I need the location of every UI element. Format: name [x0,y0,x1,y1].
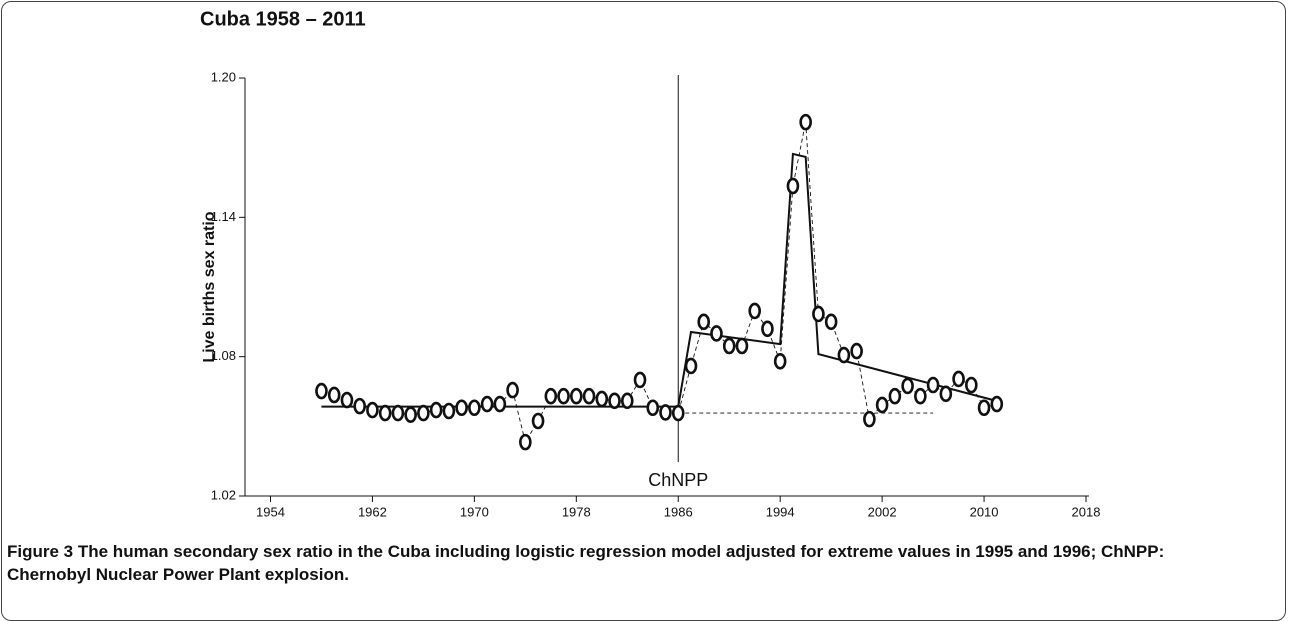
data-point [824,313,838,331]
data-point [990,395,1004,413]
data-point [468,399,481,417]
data-point [506,381,519,399]
y-axis-label: Live births sex ratio [201,211,218,362]
data-point [340,391,354,409]
data-point [761,320,774,338]
data-point [901,377,914,395]
data-point [353,397,366,415]
x-tick-label: 1962 [358,504,387,519]
data-point [595,390,609,408]
data-point [429,401,443,419]
data-point [697,313,711,331]
x-tick-label: 1994 [766,504,795,519]
data-point [646,399,660,417]
data-point [939,385,953,403]
data-point [633,371,647,389]
data-point [722,337,736,355]
y-tick-label: 1.14 [211,209,236,224]
data-point [926,376,940,394]
x-tick-label: 2002 [868,504,897,519]
data-point [493,395,507,413]
data-point [863,410,876,428]
data-point [786,177,800,195]
data-point [544,387,558,405]
data-point [875,396,889,414]
data-point [620,392,634,410]
data-point [366,401,379,419]
data-point [442,402,456,420]
data-point [404,406,417,424]
x-tick-label: 2018 [1072,504,1101,519]
data-point [671,404,685,422]
data-point [315,382,328,400]
y-tick-label: 1.20 [211,69,236,84]
caption-label: Figure 3 [7,542,74,561]
data-point [531,412,545,430]
x-tick-label: 2010 [970,504,999,519]
data-point [570,387,583,405]
data-point [519,433,532,451]
data-point [659,404,672,421]
data-point [455,399,468,417]
data-point [799,113,812,131]
data-point [417,404,430,422]
event-label: ChNPP [648,470,708,490]
caption: Figure 3 The human secondary sex ratio i… [7,540,1177,586]
x-tick-label: 1986 [664,504,693,519]
data-point [773,353,787,370]
data-point [748,302,761,320]
data-point [608,392,621,410]
x-tick-label: 1978 [562,504,591,519]
data-point [378,404,392,422]
x-tick-label: 1970 [460,504,489,519]
series-line [321,152,998,408]
data-point [710,325,723,342]
y-tick-label: 1.02 [211,487,236,502]
data-point [327,386,341,404]
chart: Cuba 1958 – 2011 Live births sex ratio 1… [200,8,1101,519]
y-tick-label: 1.08 [211,348,236,363]
data-point [850,342,863,360]
x-tick-label: 1954 [256,504,285,519]
data-point [888,387,902,405]
data-point [965,376,978,394]
chart-title: Cuba 1958 – 2011 [200,8,366,30]
data-point [582,387,596,405]
data-point [684,357,698,375]
data-point [735,337,749,355]
data-point [391,404,405,422]
data-point [812,305,825,323]
data-point [837,346,851,364]
data-point [914,387,927,405]
data-point [557,387,570,405]
data-point [952,370,965,388]
data-point [480,395,494,413]
data-point [977,399,991,417]
caption-text: The human secondary sex ratio in the Cub… [7,542,1165,584]
